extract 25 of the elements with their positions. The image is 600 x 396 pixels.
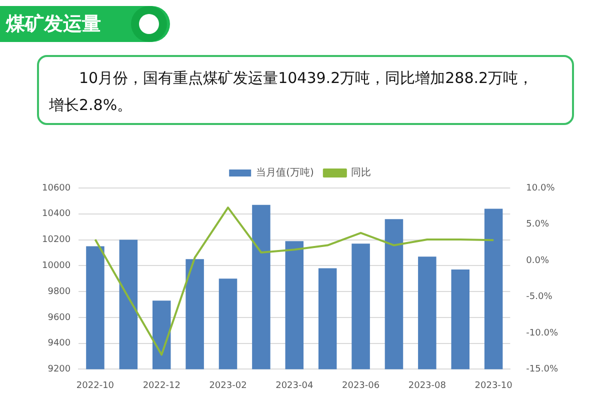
x-tick-label: 2023-08 bbox=[408, 380, 446, 391]
chart-subtitle: 10月份，国有重点煤矿发运量10439.2万吨，同比增加288.2万吨，增长2.8%。 bbox=[37, 55, 574, 125]
legend-label: 当月值(万吨) bbox=[256, 166, 314, 179]
y-tick-label: 9200 bbox=[48, 364, 71, 375]
y-tick-label: 10400 bbox=[42, 209, 71, 220]
y2-tick-label: -10.0% bbox=[526, 328, 558, 338]
y2-tick-label: 0.0% bbox=[526, 256, 550, 266]
y2-tick-label: 10.0% bbox=[526, 183, 556, 194]
y-tick-label: 9600 bbox=[48, 312, 71, 323]
x-tick-label: 2023-06 bbox=[342, 380, 380, 391]
y-tick-label: 10600 bbox=[42, 183, 71, 194]
x-tick-label: 2022-10 bbox=[76, 380, 114, 391]
y2-tick-label: 5.0% bbox=[526, 220, 550, 230]
y2-tick-label: -15.0% bbox=[526, 364, 558, 375]
x-tick-label: 2023-04 bbox=[276, 380, 314, 391]
y-tick-label: 10200 bbox=[42, 235, 71, 246]
y-tick-label: 10000 bbox=[42, 261, 71, 271]
y-tick-label: 9800 bbox=[48, 286, 71, 297]
y2-tick-label: -5.0% bbox=[526, 292, 553, 302]
x-tick-label: 2023-10 bbox=[474, 380, 513, 391]
y-tick-label: 9400 bbox=[48, 338, 71, 349]
legend-label: 同比 bbox=[350, 166, 371, 179]
chart-title: 煤矿发运量 bbox=[6, 12, 101, 37]
x-tick-label: 2022-12 bbox=[142, 380, 180, 391]
x-tick-label: 2023-02 bbox=[209, 380, 247, 391]
